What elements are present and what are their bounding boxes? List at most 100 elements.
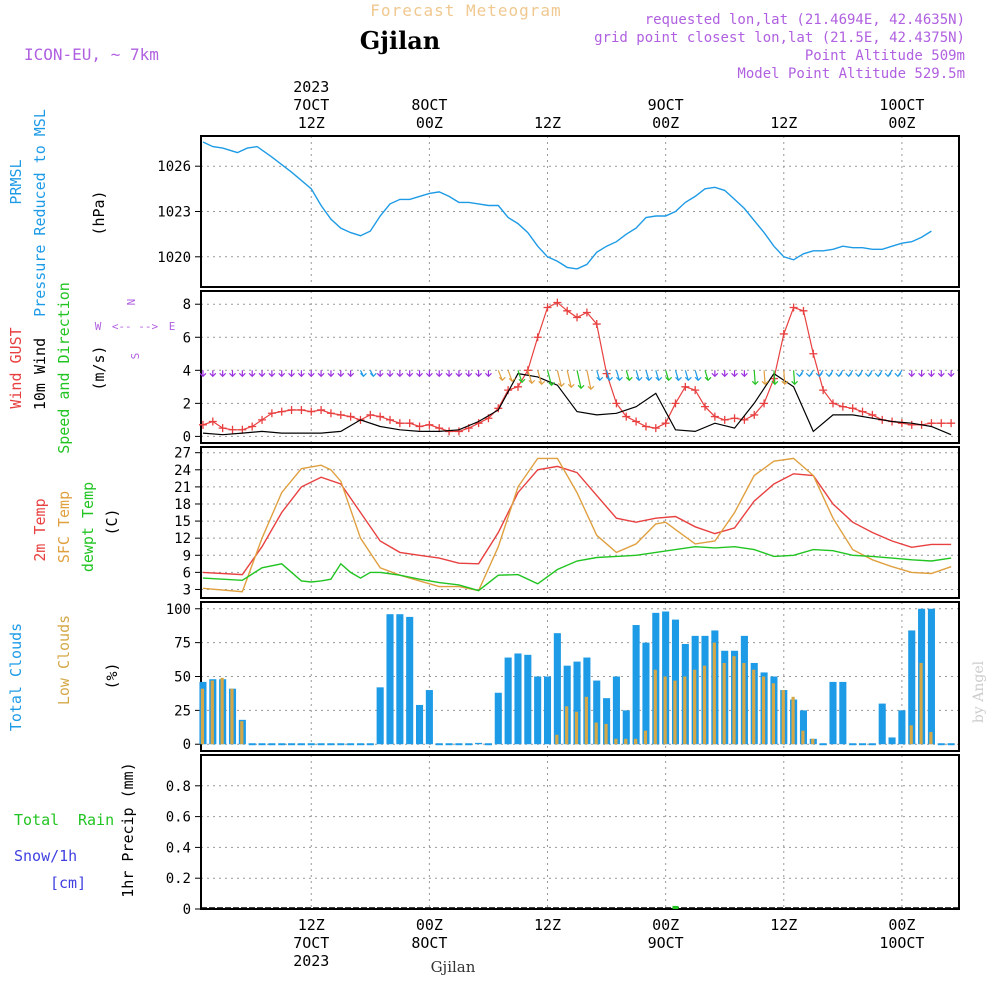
wind-direction-arrow	[674, 370, 680, 381]
pressure-label-1: PRMSL	[7, 159, 25, 204]
total-cloud-bar	[494, 692, 502, 745]
temp-ytick-label: 6	[183, 565, 191, 581]
gust-marker	[563, 306, 572, 315]
gust-marker	[366, 410, 375, 419]
total-cloud-bar	[612, 676, 620, 745]
low-cloud-bar	[712, 642, 716, 745]
gust-marker	[494, 404, 503, 413]
wind-direction-arrowhead	[740, 372, 748, 378]
wind-direction-arrowhead	[199, 372, 207, 378]
precip-total-label: Total	[14, 811, 59, 829]
temp-ytick-label: 15	[174, 514, 191, 530]
low-cloud-bar	[200, 688, 205, 745]
total-cloud-bar	[504, 657, 512, 745]
wind-direction-arrowhead	[815, 372, 823, 378]
wind-direction-arrow	[517, 370, 523, 383]
gust-marker	[641, 422, 650, 431]
total-cloud-bar	[475, 742, 483, 745]
time-label: 12Z	[770, 916, 797, 934]
wind-direction-arrow	[635, 370, 640, 381]
low-cloud-bar	[919, 662, 923, 745]
wind-direction-arrowhead	[781, 380, 789, 386]
low-cloud-bar	[732, 656, 736, 745]
wind-direction-arrowhead	[485, 372, 492, 378]
pressure-panel: PRMSL Pressure Reduced to MSL (hPa) 1020…	[7, 109, 960, 317]
low-cloud-bar	[791, 696, 795, 745]
sfc-temp-label: SFC Temp	[55, 491, 73, 563]
wind-direction-arrowhead	[761, 380, 769, 386]
time-label: 9OCT	[648, 96, 684, 114]
low-cloud-bar	[584, 696, 588, 745]
wind-direction-arrow	[684, 370, 689, 381]
wind-direction-arrowhead	[918, 372, 926, 378]
low-cloud-bar	[742, 662, 746, 745]
wind-direction-arrowhead	[455, 372, 463, 378]
gust-marker	[937, 419, 946, 428]
gust-marker	[218, 424, 227, 433]
gust-marker	[573, 313, 582, 322]
pressure-frame	[200, 135, 960, 288]
low-cloud-bar	[771, 683, 775, 745]
wind-direction-arrowhead	[406, 372, 414, 378]
gust-marker	[277, 407, 286, 416]
precip-ytick-label: 0.6	[166, 810, 191, 826]
time-label: 10OCT	[879, 96, 924, 114]
header-faint-title: Forecast Meteogram	[370, 1, 561, 20]
time-label: 00Z	[888, 114, 915, 132]
wind-direction-arrowhead	[288, 372, 295, 378]
low-cloud-bar	[614, 738, 618, 745]
pressure-ytick-label: 1023	[157, 205, 191, 221]
gust-marker	[582, 308, 591, 317]
wind-direction-arrowhead	[518, 378, 526, 384]
wind-direction-arrowhead	[947, 372, 955, 378]
wind-direction-arrowhead	[386, 372, 394, 378]
total-cloud-bar	[829, 681, 837, 745]
gust-marker	[533, 333, 542, 342]
precip-panel: Total Rain Snow/1h [cm] 1hr Precip (mm) …	[14, 754, 960, 918]
wind-direction-arrowhead	[845, 372, 853, 378]
clouds-ytick-label: 100	[166, 602, 191, 618]
wind-direction-arrow	[645, 370, 650, 381]
total-clouds-label: Total Clouds	[7, 623, 25, 731]
wind-direction-arrowhead	[248, 372, 256, 378]
compass-s: S	[129, 353, 142, 360]
wind-direction-arrowhead	[297, 372, 305, 378]
wind-direction-arrowhead	[347, 372, 355, 378]
low-cloud-bar	[909, 725, 913, 745]
header-model: ICON-EU, ~ 7km	[24, 45, 159, 64]
watermark: by Angel	[971, 660, 987, 723]
gust-marker	[720, 415, 729, 424]
wind-direction-arrowhead	[704, 376, 712, 382]
time-label: 12Z	[298, 916, 325, 934]
clouds-panel: Total Clouds Low Clouds (%) 0 25 50 75 100	[7, 601, 960, 753]
total-cloud-bar	[386, 614, 394, 745]
time-label: 00Z	[652, 114, 679, 132]
gust-marker	[809, 349, 818, 358]
low-cloud-bar	[781, 690, 785, 745]
temp2m-line	[202, 465, 952, 576]
temp-ytick-label: 18	[174, 497, 191, 513]
wind-direction-arrowhead	[635, 376, 643, 382]
gust-marker	[513, 382, 522, 391]
gust-marker	[238, 425, 247, 434]
gust-marker	[671, 399, 680, 408]
clouds-ytick-label: 50	[174, 670, 191, 686]
gust-marker	[701, 402, 710, 411]
wind-direction-arrowhead	[425, 372, 433, 378]
precip-cm-label: [cm]	[50, 874, 86, 892]
wind-direction-arrow	[566, 370, 572, 388]
wind-direction-arrowhead	[396, 372, 404, 378]
total-cloud-bar	[563, 665, 571, 745]
total-cloud-bar	[593, 680, 601, 745]
wind-direction-arrowhead	[498, 376, 506, 382]
precip-unit: 1hr Precip (mm)	[119, 762, 137, 897]
gust-marker	[828, 399, 837, 408]
time-label: 00Z	[416, 114, 443, 132]
gust-marker	[376, 412, 385, 421]
compass-n: N	[125, 299, 138, 306]
wind-direction-arrowhead	[908, 372, 916, 378]
gust-marker	[258, 415, 267, 424]
wind-direction-arrow	[596, 370, 601, 381]
gust-marker	[661, 419, 670, 428]
wind-direction-arrowhead	[435, 372, 443, 378]
